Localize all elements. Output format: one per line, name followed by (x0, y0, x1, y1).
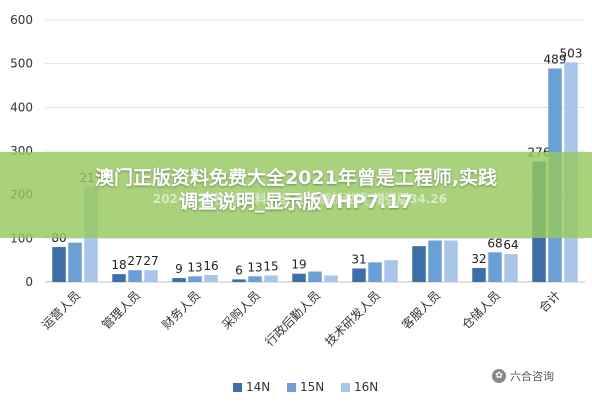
bar (144, 270, 158, 282)
x-tick-label: 采购人员 (219, 288, 264, 333)
bar (324, 275, 338, 282)
bar (248, 276, 262, 282)
bar (112, 274, 126, 282)
y-tick-label: 600 (10, 13, 33, 27)
bar (308, 271, 322, 282)
bar (128, 270, 142, 282)
overlay-banner (0, 152, 592, 238)
data-label: 68 (487, 236, 502, 250)
x-tick-label: 合计 (536, 288, 564, 316)
bar (412, 246, 426, 282)
data-label: 64 (503, 238, 518, 252)
bar (368, 262, 382, 282)
x-tick-label: 管理人员 (99, 288, 144, 333)
data-label: 489 (544, 52, 567, 66)
x-tick-label: 财务人员 (159, 288, 204, 333)
bar (232, 279, 246, 282)
y-tick-label: 400 (10, 100, 33, 114)
bar (292, 273, 306, 282)
bar (188, 276, 202, 282)
x-tick-label: 技术研发人员 (322, 288, 384, 350)
watermark: ✿ 六合咨询 (492, 368, 554, 384)
wechat-icon: ✿ (492, 369, 506, 383)
data-label: 32 (471, 252, 486, 266)
y-tick-label: 500 (10, 57, 33, 71)
legend-swatch (341, 383, 350, 392)
overlay-title-line2: 调查说明_显示版VHP7.17 (179, 191, 413, 213)
bar (172, 278, 186, 282)
data-label: 18 (111, 258, 126, 272)
legend-label: 14N (246, 380, 270, 394)
legend-label: 15N (300, 380, 324, 394)
y-tick-label: 0 (25, 275, 33, 289)
x-tick-label: 仓储人员 (459, 288, 504, 333)
data-label: 19 (291, 258, 306, 272)
bar (428, 240, 442, 282)
data-label: 9 (175, 262, 183, 276)
x-axis: 运营人员 管理人员 财务人员 采购人员 行政后勤人员 技术研发人员 客服人员 仓储人员 合计 (39, 288, 563, 350)
bar (444, 240, 458, 282)
data-label: 503 (560, 46, 583, 60)
data-label: 13 (187, 260, 202, 274)
legend-swatch (233, 383, 242, 392)
data-label: 13 (247, 260, 262, 274)
data-label: 15 (263, 259, 278, 273)
bar (504, 254, 518, 282)
data-label: 31 (351, 252, 366, 266)
bar (488, 252, 502, 282)
y-axis: 0100200300400500600 (10, 13, 33, 289)
bar (384, 260, 398, 282)
x-tick-label: 客服人员 (399, 288, 444, 333)
overlay-title-line1: 澳门正版资料免费大全2021年曾是工程师,实践 (94, 167, 498, 189)
legend: 14N 15N 16N (233, 380, 378, 394)
bar (264, 275, 278, 282)
overlay-title: 澳门正版资料免费大全2021年曾是工程师,实践 调查说明_显示版VHP7.17 (0, 166, 592, 214)
bar (52, 247, 66, 282)
data-label: 6 (235, 263, 243, 277)
x-tick-label: 行政后勤人员 (262, 288, 323, 349)
overlay-faint-text: 2024年香港6合资料大全,定性解析说明_增强版34.26 (152, 192, 448, 206)
x-tick-label: 运营人员 (39, 288, 83, 332)
data-label: 27 (127, 254, 142, 268)
data-label: 16 (203, 259, 218, 273)
bar (204, 275, 218, 282)
bar (68, 242, 82, 282)
bar (352, 268, 366, 282)
legend-swatch (287, 383, 296, 392)
legend-label: 16N (354, 380, 378, 394)
data-label: 27 (143, 254, 158, 268)
watermark-text: 六合咨询 (510, 370, 554, 383)
bar (472, 268, 486, 282)
